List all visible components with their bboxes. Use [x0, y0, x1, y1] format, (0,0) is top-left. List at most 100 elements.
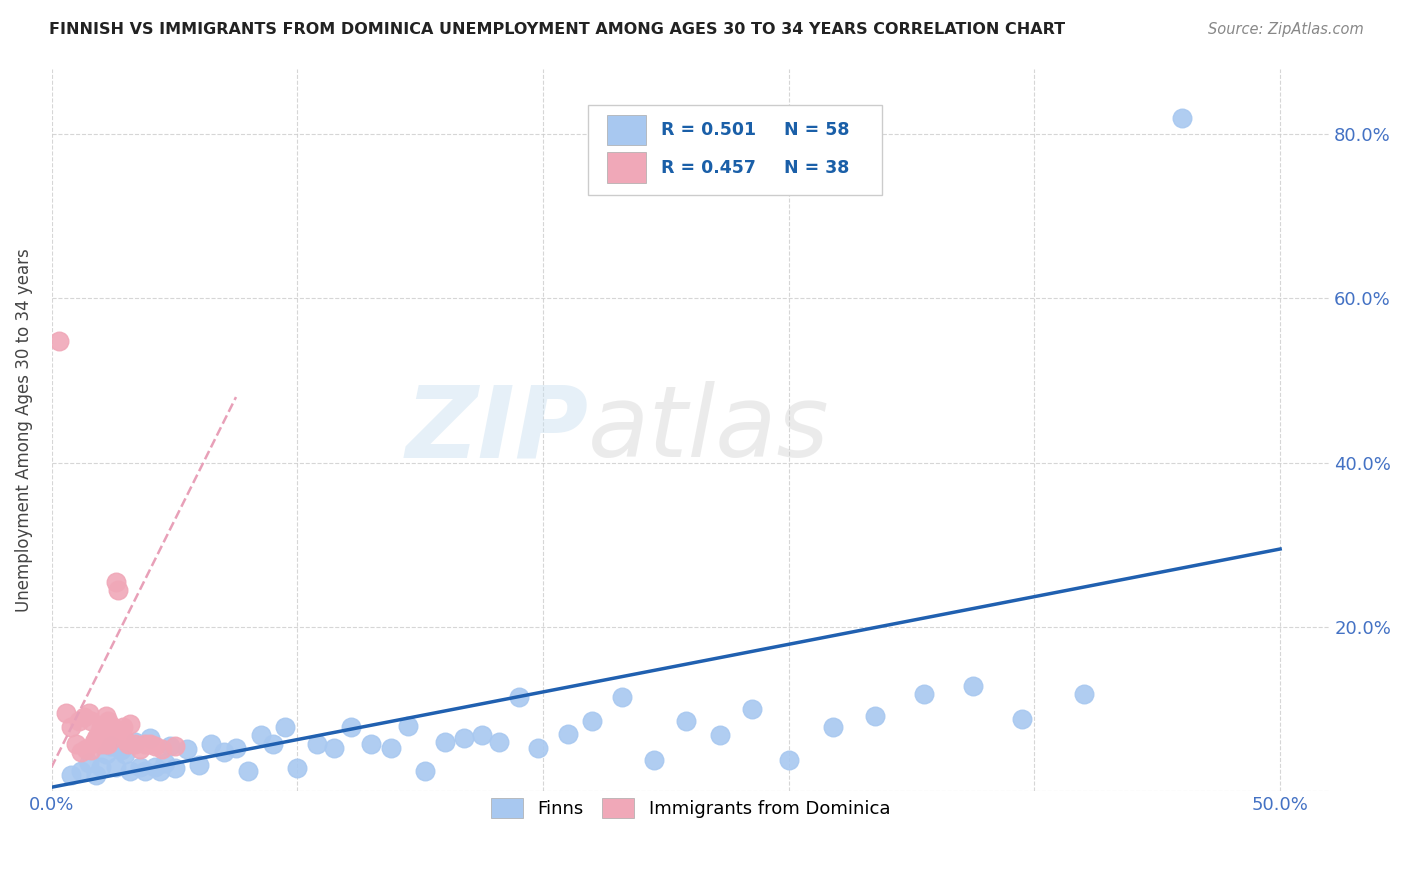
FancyBboxPatch shape — [588, 104, 882, 195]
Point — [94, 737, 117, 751]
Point — [307, 737, 329, 751]
Point — [287, 761, 309, 775]
Point — [104, 759, 127, 773]
Point — [84, 768, 107, 782]
Point — [94, 747, 117, 762]
Text: N = 38: N = 38 — [783, 159, 849, 177]
Point — [1011, 712, 1033, 726]
Point — [124, 735, 146, 749]
Point — [821, 720, 844, 734]
Point — [188, 758, 211, 772]
Point — [67, 714, 90, 729]
Point — [150, 741, 173, 756]
Point — [94, 708, 117, 723]
Point — [143, 759, 166, 773]
Text: R = 0.501: R = 0.501 — [661, 121, 756, 139]
Point — [110, 728, 132, 742]
Point — [111, 720, 134, 734]
Point — [471, 728, 494, 742]
Point — [48, 334, 70, 349]
Point — [100, 739, 122, 753]
Legend: Finns, Immigrants from Dominica: Finns, Immigrants from Dominica — [484, 790, 897, 826]
Point — [380, 740, 402, 755]
Point — [163, 761, 186, 775]
Point — [249, 728, 271, 742]
Point — [90, 737, 112, 751]
Text: atlas: atlas — [588, 382, 830, 478]
Point — [153, 756, 176, 770]
Point — [238, 764, 260, 778]
Point — [93, 728, 115, 742]
Point — [1171, 111, 1194, 125]
Text: N = 58: N = 58 — [783, 121, 849, 139]
Point — [134, 737, 156, 751]
Point — [84, 735, 107, 749]
Point — [134, 764, 156, 778]
Point — [139, 731, 162, 745]
Text: Source: ZipAtlas.com: Source: ZipAtlas.com — [1208, 22, 1364, 37]
Point — [488, 735, 510, 749]
Point — [107, 583, 129, 598]
Point — [60, 768, 83, 782]
Y-axis label: Unemployment Among Ages 30 to 34 years: Unemployment Among Ages 30 to 34 years — [15, 248, 32, 612]
Text: FINNISH VS IMMIGRANTS FROM DOMINICA UNEMPLOYMENT AMONG AGES 30 TO 34 YEARS CORRE: FINNISH VS IMMIGRANTS FROM DOMINICA UNEM… — [49, 22, 1066, 37]
Point — [323, 740, 346, 755]
Point — [90, 759, 112, 773]
Point — [90, 720, 112, 734]
Point — [60, 720, 83, 734]
Point — [453, 731, 475, 745]
Point — [143, 739, 166, 753]
Point — [396, 718, 419, 732]
Point — [70, 745, 93, 759]
Point — [274, 720, 297, 734]
Point — [114, 733, 136, 747]
Point — [675, 714, 697, 729]
Point — [643, 753, 665, 767]
Point — [176, 741, 198, 756]
Text: ZIP: ZIP — [405, 382, 588, 478]
Point — [77, 706, 100, 721]
Point — [87, 728, 110, 742]
Point — [129, 741, 152, 756]
Point — [97, 714, 120, 729]
FancyBboxPatch shape — [607, 115, 645, 145]
Point — [212, 745, 235, 759]
Text: R = 0.457: R = 0.457 — [661, 159, 756, 177]
Point — [433, 735, 456, 749]
Point — [124, 737, 146, 751]
Point — [360, 737, 382, 751]
Point — [610, 690, 633, 704]
Point — [962, 679, 984, 693]
Point — [84, 731, 107, 745]
Point — [120, 764, 142, 778]
Point — [110, 743, 132, 757]
Point — [83, 735, 105, 749]
Point — [117, 737, 139, 751]
Point — [225, 740, 247, 755]
Point — [120, 717, 142, 731]
Point — [65, 737, 87, 751]
Point — [340, 720, 363, 734]
Point — [912, 687, 935, 701]
Point — [149, 764, 172, 778]
Point — [104, 574, 127, 589]
Point — [508, 690, 530, 704]
Point — [114, 747, 136, 762]
Point — [527, 740, 550, 755]
Point — [129, 759, 152, 773]
Point — [741, 702, 763, 716]
FancyBboxPatch shape — [607, 153, 645, 183]
Point — [77, 756, 100, 770]
Point — [101, 720, 124, 734]
Point — [73, 710, 96, 724]
Point — [863, 708, 886, 723]
Point — [557, 727, 579, 741]
Point — [75, 741, 97, 756]
Point — [97, 737, 120, 751]
Point — [709, 728, 731, 742]
Point — [581, 714, 603, 729]
Point — [413, 764, 436, 778]
Point — [100, 727, 122, 741]
Point — [1073, 687, 1095, 701]
Point — [80, 743, 103, 757]
